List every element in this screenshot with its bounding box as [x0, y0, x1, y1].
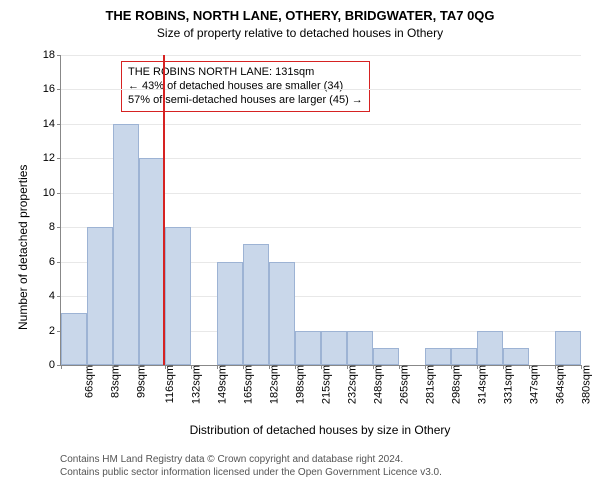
xtick-label: 281sqm — [419, 365, 437, 404]
xtick-mark — [529, 365, 530, 369]
ytick-label: 6 — [49, 256, 61, 268]
histogram-bar — [347, 331, 373, 365]
histogram-bar — [113, 124, 139, 365]
xtick-mark — [139, 365, 140, 369]
xtick-mark — [269, 365, 270, 369]
chart-container: THE ROBINS, NORTH LANE, OTHERY, BRIDGWAT… — [0, 0, 600, 500]
y-axis-label: Number of detached properties — [16, 165, 30, 330]
histogram-plot: THE ROBINS NORTH LANE: 131sqm ← 43% of d… — [60, 55, 581, 366]
ytick-label: 8 — [49, 221, 61, 233]
gridline — [61, 124, 581, 125]
x-axis-label: Distribution of detached houses by size … — [60, 423, 580, 437]
ytick-label: 2 — [49, 325, 61, 337]
xtick-label: 232sqm — [341, 365, 359, 404]
xtick-label: 182sqm — [263, 365, 281, 404]
page-subtitle: Size of property relative to detached ho… — [0, 26, 600, 40]
xtick-mark — [555, 365, 556, 369]
xtick-mark — [347, 365, 348, 369]
xtick-mark — [373, 365, 374, 369]
ytick-label: 12 — [43, 152, 61, 164]
histogram-bar — [477, 331, 503, 365]
histogram-bar — [139, 158, 165, 365]
xtick-label: 198sqm — [289, 365, 307, 404]
xtick-mark — [477, 365, 478, 369]
ytick-label: 18 — [43, 49, 61, 61]
histogram-bar — [165, 227, 191, 365]
histogram-bar — [373, 348, 399, 365]
ytick-label: 14 — [43, 118, 61, 130]
gridline — [61, 89, 581, 90]
xtick-label: 215sqm — [315, 365, 333, 404]
xtick-mark — [295, 365, 296, 369]
histogram-bar — [425, 348, 451, 365]
xtick-mark — [581, 365, 582, 369]
xtick-label: 99sqm — [130, 365, 148, 398]
reference-line — [163, 55, 165, 365]
xtick-label: 83sqm — [104, 365, 122, 398]
annotation-box: THE ROBINS NORTH LANE: 131sqm ← 43% of d… — [121, 61, 370, 112]
histogram-bar — [243, 244, 269, 365]
xtick-mark — [113, 365, 114, 369]
histogram-bar — [269, 262, 295, 365]
xtick-mark — [243, 365, 244, 369]
histogram-bar — [555, 331, 581, 365]
ytick-label: 16 — [43, 83, 61, 95]
histogram-bar — [295, 331, 321, 365]
xtick-label: 149sqm — [211, 365, 229, 404]
xtick-mark — [61, 365, 62, 369]
histogram-bar — [61, 313, 87, 365]
xtick-mark — [399, 365, 400, 369]
xtick-mark — [321, 365, 322, 369]
histogram-bar — [503, 348, 529, 365]
xtick-label: 66sqm — [78, 365, 96, 398]
footer-line: Contains HM Land Registry data © Crown c… — [60, 453, 442, 466]
gridline — [61, 55, 581, 56]
xtick-mark — [425, 365, 426, 369]
histogram-bar — [321, 331, 347, 365]
xtick-mark — [217, 365, 218, 369]
xtick-mark — [503, 365, 504, 369]
footer-line: Contains public sector information licen… — [60, 466, 442, 479]
ytick-label: 4 — [49, 290, 61, 302]
histogram-bar — [87, 227, 113, 365]
xtick-label: 380sqm — [575, 365, 593, 404]
ytick-label: 10 — [43, 187, 61, 199]
xtick-label: 364sqm — [549, 365, 567, 404]
xtick-mark — [191, 365, 192, 369]
xtick-mark — [165, 365, 166, 369]
xtick-label: 314sqm — [471, 365, 489, 404]
xtick-label: 347sqm — [523, 365, 541, 404]
xtick-mark — [87, 365, 88, 369]
histogram-bar — [451, 348, 477, 365]
xtick-label: 132sqm — [185, 365, 203, 404]
ytick-label: 0 — [49, 359, 61, 371]
xtick-label: 265sqm — [393, 365, 411, 404]
page-title: THE ROBINS, NORTH LANE, OTHERY, BRIDGWAT… — [0, 8, 600, 23]
footer-attribution: Contains HM Land Registry data © Crown c… — [60, 453, 442, 479]
histogram-bar — [217, 262, 243, 365]
xtick-label: 248sqm — [367, 365, 385, 404]
xtick-label: 331sqm — [497, 365, 515, 404]
xtick-label: 298sqm — [445, 365, 463, 404]
xtick-label: 165sqm — [237, 365, 255, 404]
xtick-mark — [451, 365, 452, 369]
xtick-label: 116sqm — [158, 365, 176, 403]
